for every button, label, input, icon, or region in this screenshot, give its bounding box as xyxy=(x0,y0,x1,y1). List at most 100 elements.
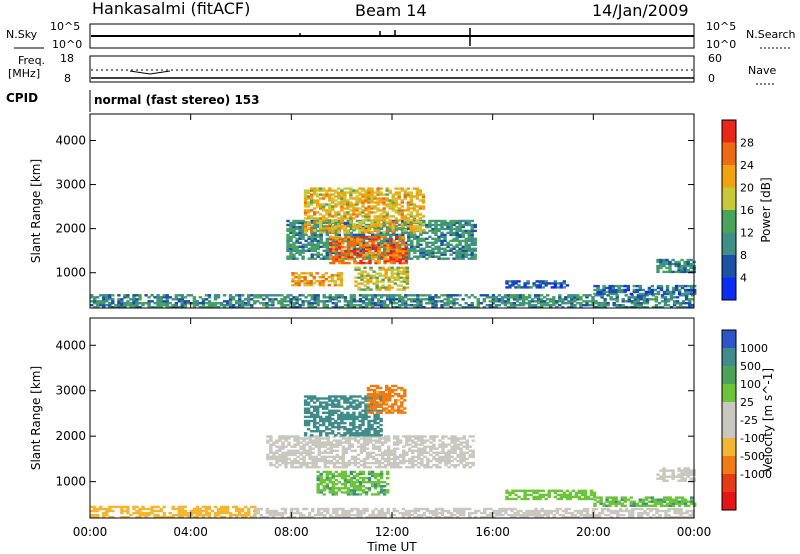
vel-cell xyxy=(335,443,339,446)
vel-cell xyxy=(135,505,139,509)
vel-cell xyxy=(280,507,285,511)
power-cell xyxy=(189,294,194,297)
vel-cell xyxy=(402,453,406,457)
power-cell xyxy=(352,211,356,214)
power-cell xyxy=(403,193,407,196)
vel-cell xyxy=(241,513,245,517)
vel-cell xyxy=(501,513,505,517)
vel-cell xyxy=(367,397,371,400)
vel-cell xyxy=(429,441,433,444)
vel-cell xyxy=(292,516,297,519)
vel-cell xyxy=(441,441,445,444)
power-cell xyxy=(379,245,384,248)
vel-cell xyxy=(534,513,538,517)
power-cell xyxy=(394,197,398,200)
power-cell xyxy=(455,233,459,237)
vel-cell xyxy=(247,513,251,517)
power-cell xyxy=(328,296,332,299)
power-cell xyxy=(361,189,365,192)
power-cell xyxy=(322,209,326,212)
power-cell xyxy=(313,247,317,250)
power-cell xyxy=(306,217,311,220)
power-cell xyxy=(677,262,681,266)
vel-cell xyxy=(325,474,329,478)
power-cell xyxy=(350,244,354,247)
power-cell xyxy=(416,298,420,301)
power-cell xyxy=(674,264,678,268)
power-cell xyxy=(339,272,344,275)
vel-cell xyxy=(162,516,166,519)
vel-cell xyxy=(306,411,311,414)
power-cell xyxy=(434,229,438,233)
power-cell xyxy=(327,284,331,287)
power-cell xyxy=(313,229,317,232)
power-cell xyxy=(399,270,403,273)
power-cell xyxy=(464,221,468,225)
power-cell xyxy=(313,189,317,192)
power-cell xyxy=(340,294,345,297)
power-cell xyxy=(361,215,365,218)
power-cell xyxy=(332,238,336,241)
power-cell xyxy=(443,235,447,239)
vel-cell xyxy=(383,516,387,519)
power-cell xyxy=(434,239,438,243)
power-cell xyxy=(642,300,647,303)
power-cell xyxy=(621,304,625,307)
power-cell xyxy=(376,298,381,301)
power-cell xyxy=(647,288,652,292)
vel-cell xyxy=(564,509,568,513)
power-cell xyxy=(651,306,656,309)
vel-cell xyxy=(394,388,398,392)
power-cell xyxy=(686,268,690,272)
power-cell xyxy=(373,233,378,237)
power-cell xyxy=(473,237,477,241)
power-cell xyxy=(537,306,541,309)
power-cell xyxy=(505,282,509,285)
power-cell xyxy=(596,292,600,296)
vel-cell xyxy=(655,507,659,511)
power-cell xyxy=(443,298,447,301)
vel-cell xyxy=(272,463,276,467)
vel-cell xyxy=(441,451,445,454)
vel-cell xyxy=(364,395,368,398)
freq-dip xyxy=(129,70,171,75)
power-cell xyxy=(390,266,394,269)
power-cell xyxy=(367,255,372,258)
vel-cell xyxy=(370,419,374,423)
vel-cell xyxy=(283,511,288,515)
vel-cell xyxy=(322,430,326,433)
power-cell xyxy=(310,197,314,200)
power-cell xyxy=(422,255,426,258)
power-cell xyxy=(346,221,351,225)
vel-cell xyxy=(444,463,448,467)
vel-cell xyxy=(325,397,329,400)
vel-cell xyxy=(250,505,254,509)
vel-cell xyxy=(349,485,354,488)
vel-cell xyxy=(316,409,320,412)
power-cell xyxy=(337,306,341,309)
power-cell xyxy=(602,292,606,296)
vel-cell xyxy=(271,516,276,519)
power-cell xyxy=(406,187,410,190)
power-cell xyxy=(383,236,387,239)
power-cell xyxy=(331,231,335,234)
power-cell xyxy=(355,225,359,228)
power-cell xyxy=(671,292,676,296)
vel-cell xyxy=(667,513,671,517)
vel-cell xyxy=(298,513,303,517)
vel-cell xyxy=(322,397,326,400)
vel-cell xyxy=(387,437,391,440)
power-cell xyxy=(455,237,459,241)
power-cell xyxy=(409,231,413,234)
vel-cell xyxy=(347,437,352,440)
power-cell xyxy=(642,306,647,309)
vel-cell xyxy=(365,441,370,444)
power-cell xyxy=(382,233,387,237)
vel-cell xyxy=(269,461,273,465)
power-cell xyxy=(570,298,574,301)
power-cell xyxy=(354,280,358,283)
vel-cell xyxy=(453,451,457,454)
power-cell xyxy=(394,203,398,206)
power-cell xyxy=(177,294,181,297)
vel-cell xyxy=(325,434,329,437)
